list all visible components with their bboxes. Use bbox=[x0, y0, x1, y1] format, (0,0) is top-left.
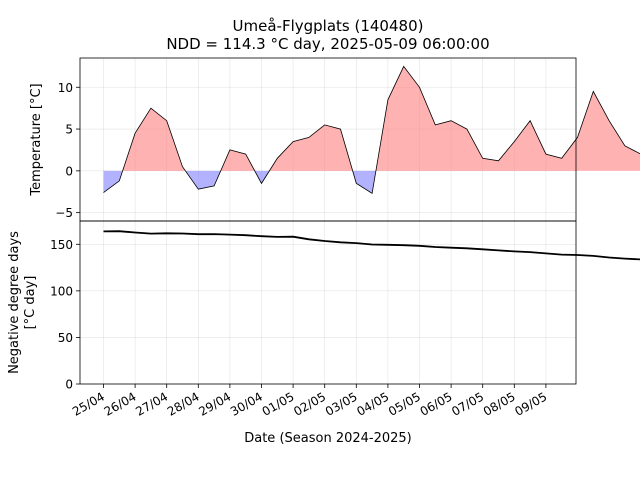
temperature-y-ticks: −5 0 5 10 bbox=[55, 81, 80, 220]
date-x-ticks: 25/0426/0427/0428/0429/0430/0401/0502/05… bbox=[70, 384, 549, 419]
negative-temperature-area bbox=[352, 170, 376, 194]
temperature-fill bbox=[103, 66, 640, 194]
x-tick-label: 26/04 bbox=[102, 389, 139, 418]
x-tick-label: 27/04 bbox=[133, 389, 170, 418]
ndd-y-tick-label: 50 bbox=[58, 331, 73, 345]
x-tick-label: 07/05 bbox=[449, 389, 486, 418]
x-tick-label: 28/04 bbox=[165, 389, 202, 418]
temperature-line bbox=[103, 65, 640, 195]
ndd-axes-frame bbox=[79, 220, 577, 385]
ndd-grid bbox=[80, 221, 576, 385]
chart-subtitle: NDD = 114.3 °C day, 2025-05-09 06:00:00 bbox=[166, 35, 489, 53]
ndd-line bbox=[103, 230, 640, 261]
x-tick-label: 03/05 bbox=[323, 389, 360, 418]
x-tick-label: 30/04 bbox=[228, 389, 265, 418]
ndd-y-tick-label: 150 bbox=[50, 238, 73, 252]
x-tick-label: 01/05 bbox=[260, 389, 297, 418]
temperature-panel: −5 0 5 10 Temperature [°C] bbox=[29, 57, 640, 222]
ndd-y-ticks: 0 50 100 150 bbox=[50, 238, 80, 392]
positive-temperature-area bbox=[375, 66, 640, 171]
ndd-y-axis-label-line: Negative degree days bbox=[7, 231, 22, 374]
ndd-y-axis-label-line: [°C day] bbox=[23, 276, 38, 330]
temperature-y-tick-label: 10 bbox=[58, 81, 73, 95]
temperature-y-tick-label: −5 bbox=[55, 206, 73, 220]
x-tick-label: 08/05 bbox=[481, 389, 518, 418]
x-tick-label: 02/05 bbox=[291, 389, 328, 418]
x-tick-label: 04/05 bbox=[354, 389, 391, 418]
temperature-y-tick-label: 5 bbox=[65, 123, 73, 137]
ndd-y-tick-label: 100 bbox=[50, 284, 73, 298]
x-tick-label: 25/04 bbox=[70, 389, 107, 418]
positive-temperature-area bbox=[122, 108, 186, 171]
x-tick-label: 06/05 bbox=[418, 389, 455, 418]
temperature-y-axis-label: Temperature [°C] bbox=[29, 83, 44, 196]
chart-title: Umeå-Flygplats (140480) bbox=[233, 17, 424, 35]
temperature-y-tick-label: 0 bbox=[65, 164, 73, 178]
positive-temperature-area bbox=[220, 149, 255, 171]
x-tick-label: 29/04 bbox=[196, 389, 233, 418]
negative-temperature-area bbox=[185, 170, 221, 190]
x-tick-label: 09/05 bbox=[512, 389, 549, 418]
negative-temperature-area bbox=[103, 170, 123, 193]
ndd-panel: 0 50 100 150 25/0426/0427/0428/0429/0430/04… bbox=[7, 220, 640, 446]
x-tick-label: 05/05 bbox=[386, 389, 423, 418]
negative-temperature-area bbox=[254, 170, 270, 184]
x-axis-label: Date (Season 2024-2025) bbox=[244, 431, 412, 446]
ndd-y-tick-label: 0 bbox=[65, 378, 73, 392]
positive-temperature-area bbox=[269, 124, 353, 171]
